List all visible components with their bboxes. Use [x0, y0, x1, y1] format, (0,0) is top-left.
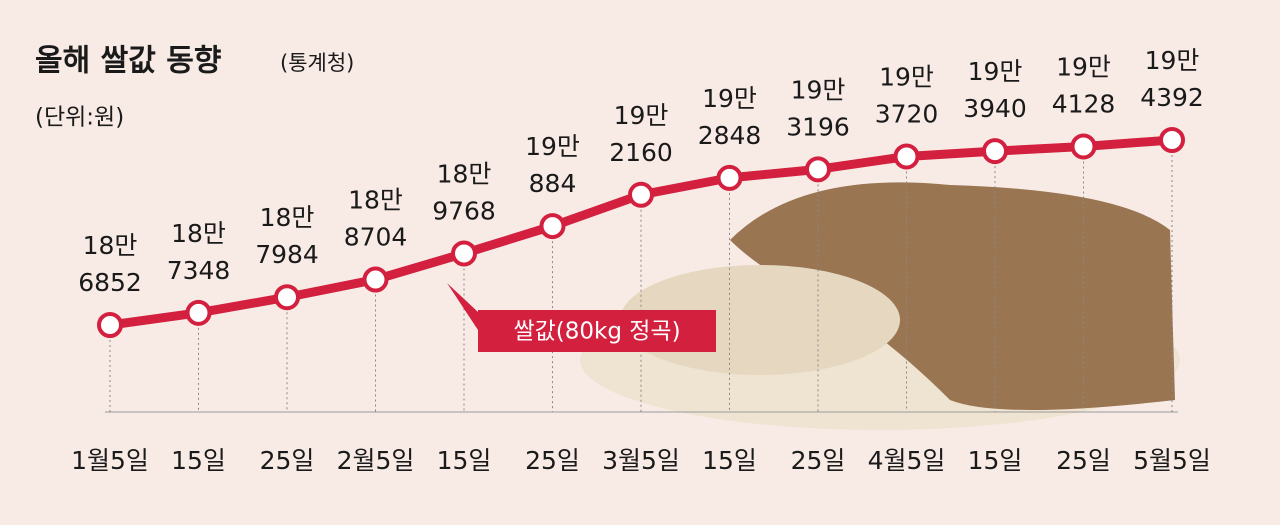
x-tick-label: 15일 [968, 446, 1023, 475]
unit-label: (단위:원) [35, 105, 124, 131]
value-label: 18만 [83, 231, 138, 260]
sack [730, 182, 1175, 410]
value-label: 19만 [791, 75, 846, 104]
x-tick-label: 15일 [171, 446, 226, 475]
x-tick-label: 25일 [525, 446, 580, 475]
label-pointer [447, 283, 478, 330]
series-name: 쌀값(80kg 정곡) [513, 319, 680, 345]
value-label: 18만 [348, 186, 403, 215]
value-label: 18만 [260, 203, 315, 232]
data-point [1070, 133, 1097, 160]
value-label: 19만 [702, 84, 757, 113]
data-point [362, 266, 389, 293]
x-tick-label: 25일 [791, 446, 846, 475]
x-tick-label: 15일 [437, 446, 492, 475]
x-tick-label: 25일 [260, 446, 315, 475]
x-tick-label: 4월5일 [868, 446, 946, 475]
data-point [1159, 127, 1185, 153]
value-label: 3196 [786, 112, 850, 141]
data-point [185, 299, 212, 326]
chart-title: 올해 쌀값 동향 [35, 44, 222, 79]
value-label: 2848 [698, 121, 762, 150]
value-label: 19만 [1056, 52, 1111, 81]
data-point [628, 181, 654, 208]
data-point [716, 164, 743, 191]
value-label: 8704 [344, 223, 408, 252]
data-point [805, 156, 831, 183]
value-label: 3720 [875, 99, 939, 128]
x-tick-label: 2월5일 [337, 446, 415, 475]
value-label: 4392 [1140, 83, 1204, 112]
data-point [274, 284, 300, 311]
value-label: 2160 [609, 138, 673, 167]
value-label: 19만 [968, 57, 1023, 86]
value-label: 19만 [525, 132, 580, 161]
value-label: 9768 [432, 196, 496, 225]
value-label: 18만 [437, 159, 492, 188]
data-point [97, 312, 123, 338]
value-label: 3940 [963, 94, 1027, 123]
chart-subtitle: (통계청) [280, 51, 354, 75]
value-label: 4128 [1052, 89, 1116, 118]
value-label: 19만 [614, 101, 669, 130]
x-tick-label: 3월5일 [602, 446, 680, 475]
rice-sack-illustration [580, 182, 1180, 430]
data-point [893, 143, 920, 170]
label-box [478, 310, 716, 352]
x-tick-label: 15일 [702, 446, 757, 475]
series-label: 쌀값(80kg 정곡) [447, 283, 716, 352]
value-label: 884 [529, 169, 577, 198]
value-label: 19만 [879, 62, 934, 91]
data-point [982, 138, 1008, 165]
x-tick-label: 5월5일 [1133, 446, 1211, 475]
value-label: 7984 [255, 240, 319, 269]
x-tick-label: 1월5일 [71, 446, 149, 475]
value-label: 18만 [171, 219, 226, 248]
x-tick-label: 25일 [1056, 446, 1111, 475]
value-label: 19만 [1145, 46, 1200, 75]
data-point [539, 213, 566, 240]
data-point [451, 240, 477, 267]
value-label: 7348 [167, 256, 231, 285]
value-label: 6852 [78, 268, 142, 297]
